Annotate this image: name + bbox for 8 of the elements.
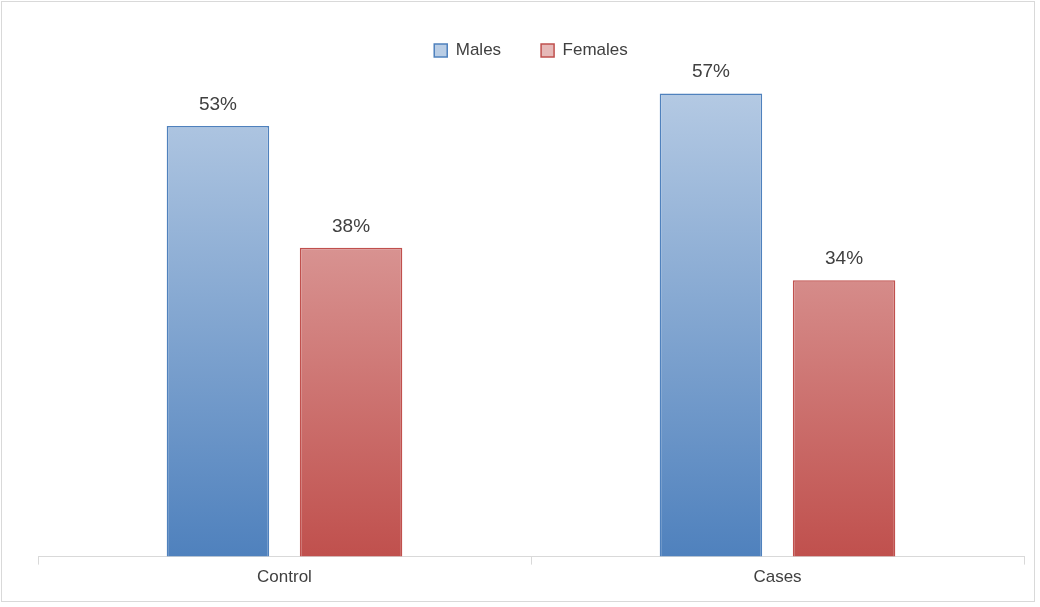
data-label: 53% [198,92,238,114]
legend-label: Males [455,40,502,60]
x-tick-label: Control [257,567,312,587]
x-tick-label: Cases [753,567,802,587]
data-label: 34% [825,247,864,269]
data-label: 57% [691,60,731,82]
legend-label: Females [562,40,628,60]
data-label: 38% [332,214,371,236]
